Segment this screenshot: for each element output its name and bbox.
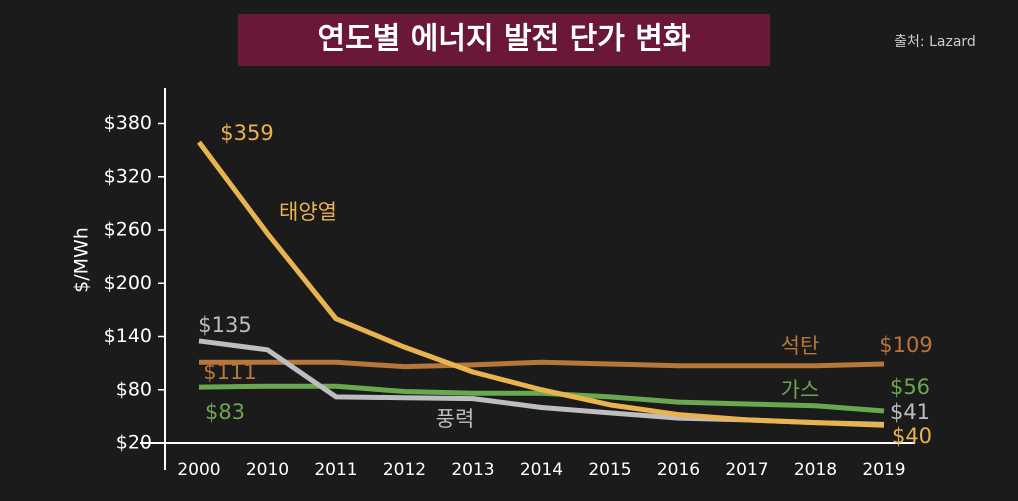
x-tick-label: 2016 <box>657 460 700 480</box>
value-label: $111 <box>203 360 256 384</box>
series-name: 가스 <box>781 378 820 402</box>
series-name: 석탄 <box>781 334 820 358</box>
y-tick-label: $20 <box>116 432 152 454</box>
value-label: $41 <box>890 400 930 424</box>
y-tick-label: $260 <box>104 219 152 241</box>
value-label: $83 <box>205 400 245 424</box>
value-label: $135 <box>198 313 251 337</box>
title-banner <box>238 14 770 66</box>
x-tick-label: 2000 <box>177 460 220 480</box>
series-name: 풍력 <box>436 407 475 431</box>
series-name: 태양열 <box>279 200 337 224</box>
x-tick-label: 2012 <box>383 460 426 480</box>
x-tick-label: 2014 <box>520 460 563 480</box>
series-line <box>199 359 885 370</box>
value-label: $109 <box>879 333 932 357</box>
y-tick-label: $380 <box>104 112 152 134</box>
x-tick-label: 2013 <box>451 460 494 480</box>
source: 출처: Lazard <box>894 34 976 50</box>
x-tick-label: 2017 <box>725 460 768 480</box>
y-tick-label: $140 <box>104 325 152 347</box>
y-tick-label: $80 <box>116 378 152 400</box>
x-tick-label: 2011 <box>314 460 357 480</box>
value-label: $359 <box>220 121 273 145</box>
series-line <box>198 383 885 414</box>
chart-title: 연도별 에너지 발전 단가 변화 <box>318 22 691 57</box>
series-line <box>196 140 885 428</box>
value-label: $40 <box>892 424 932 448</box>
x-tick-label: 2019 <box>862 460 905 480</box>
x-tick-label: 2010 <box>246 460 289 480</box>
x-tick-label: 2015 <box>588 460 631 480</box>
y-axis-label: $/MWh <box>71 227 93 293</box>
value-label: $56 <box>890 375 930 399</box>
x-tick-label: 2018 <box>794 460 837 480</box>
y-tick-label: $200 <box>104 272 152 294</box>
y-tick-label: $320 <box>104 165 152 187</box>
